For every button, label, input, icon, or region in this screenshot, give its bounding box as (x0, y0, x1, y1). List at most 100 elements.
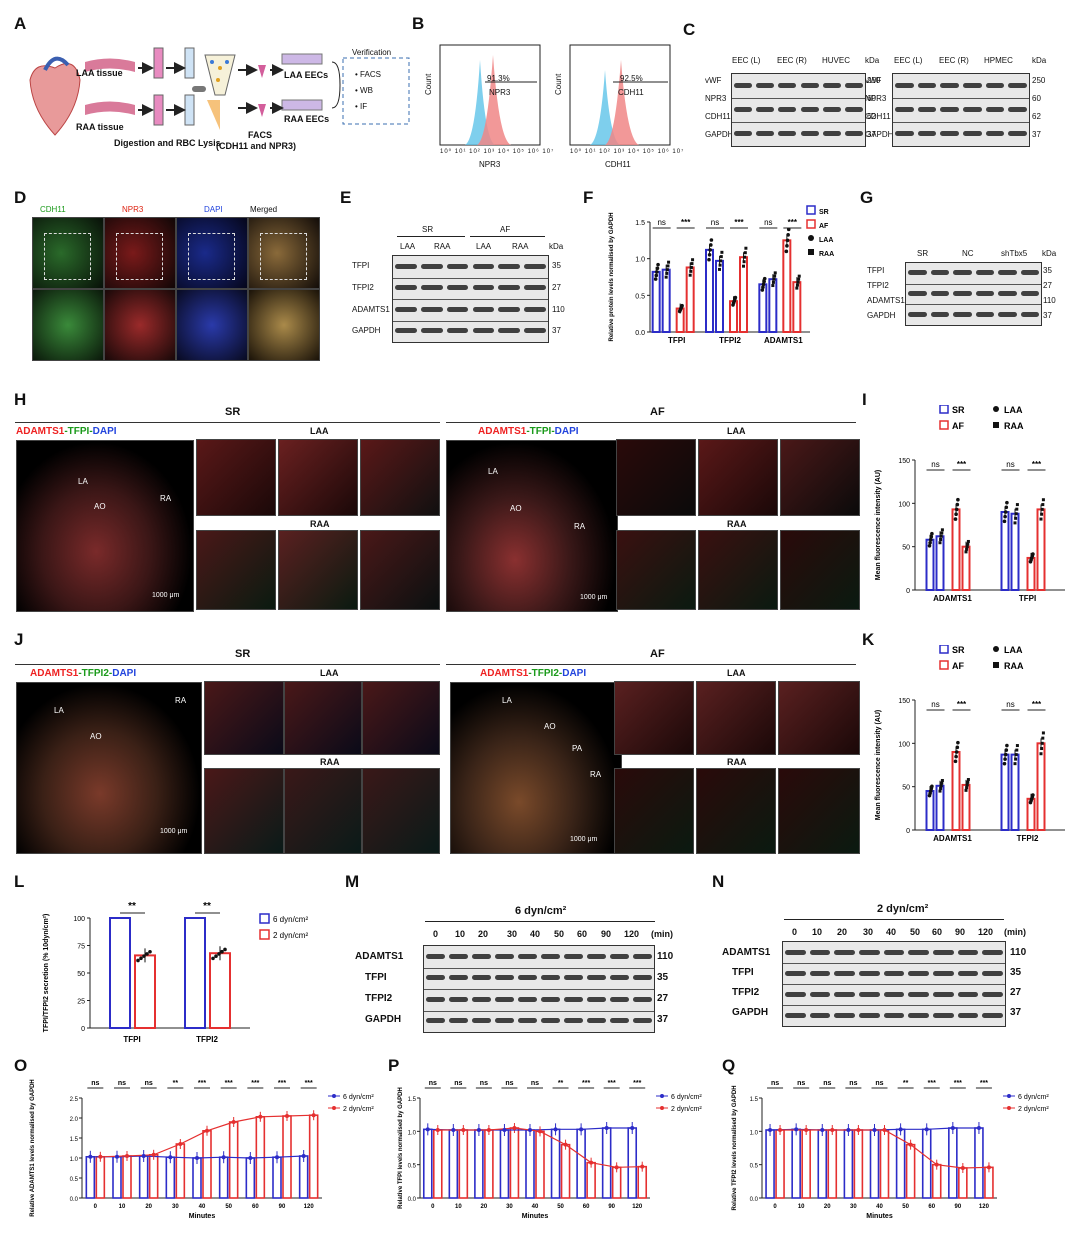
blot-band (1020, 270, 1039, 276)
blot-image (392, 255, 549, 343)
data-point (1040, 507, 1044, 511)
blot-band (883, 949, 905, 955)
group-label: EEC (R) (939, 56, 969, 65)
blot-band (446, 285, 469, 291)
blot-band (883, 1012, 905, 1018)
x-tick-label: TFPI2 (1017, 834, 1039, 843)
blot-band (498, 328, 521, 334)
channel-label: Merged (250, 205, 278, 214)
legend-swatch-raa (993, 662, 999, 668)
row-label: ADAMTS1 (352, 305, 390, 314)
legend-swatch-raa (808, 249, 814, 255)
region-label: RA (160, 494, 172, 503)
data-point (223, 947, 227, 952)
row-label: CDH11 (705, 112, 731, 121)
data-point (930, 784, 934, 789)
data-point (1014, 512, 1018, 516)
bar-6dyn (422, 1128, 433, 1199)
blot-band (930, 291, 949, 296)
sig-label: *** (954, 1080, 962, 1087)
panel-letter-d: D (14, 188, 27, 207)
blot-band (495, 1018, 514, 1024)
legend-label: SR (952, 645, 965, 655)
blot-band (395, 306, 417, 312)
row-label: TFPI2 (732, 987, 760, 998)
data-point (665, 271, 669, 275)
data-point (680, 303, 684, 308)
kda-value: 37 (1032, 130, 1041, 139)
blot-band (472, 953, 491, 959)
bar-2dyn (122, 1155, 132, 1199)
row-label: GAPDH (365, 1014, 402, 1025)
blot-band (495, 953, 514, 959)
merged-zoom-image (248, 289, 320, 361)
blot-band (957, 991, 979, 997)
data-point (743, 255, 747, 259)
legend-swatch-sr (806, 205, 816, 215)
blot-band (395, 285, 417, 291)
data-point (786, 233, 790, 237)
region-label: AO (94, 502, 106, 511)
panel-letter-c: C (683, 20, 696, 39)
kda-value: 27 (1043, 281, 1052, 290)
bar-6dyn (499, 1129, 510, 1199)
roi-box (44, 233, 91, 280)
data-point (966, 542, 970, 546)
blot-band (844, 131, 863, 136)
blot-band (472, 285, 495, 291)
data-point (665, 268, 669, 272)
region-label: LA (502, 696, 512, 705)
y-axis-label: Relative TFPI2 levels normalised by GAPD… (732, 1085, 738, 1210)
bar (661, 268, 671, 333)
data-point (784, 249, 789, 254)
data-point (707, 257, 711, 262)
data-point (688, 273, 692, 277)
data-point (1015, 748, 1019, 752)
bar-2dyn (853, 1129, 864, 1199)
point-6dyn (528, 1128, 532, 1132)
bar (1000, 511, 1010, 591)
bar (651, 270, 661, 334)
x-tick-label: 30 (172, 1204, 179, 1210)
point-2dyn (178, 1142, 183, 1146)
region-label: LA (54, 706, 64, 715)
bar-2dyn (586, 1161, 596, 1199)
data-point (938, 789, 942, 793)
point-2dyn (461, 1128, 466, 1132)
bar-2dyn (905, 1143, 916, 1199)
blot-band (734, 107, 753, 112)
x-tick-label: TFPI (123, 1035, 140, 1044)
blot-band (982, 949, 1003, 955)
y-tick-label: 100 (898, 501, 910, 508)
bar-2dyn (228, 1121, 239, 1199)
shear-title: 2 dyn/cm² (877, 903, 929, 915)
x-ticks: 10⁰ 10¹ 10² 10³ 10⁴ 10⁵ 10⁶ 10⁷ (440, 149, 555, 155)
raa-zoom (696, 768, 776, 854)
sig-label: ns (764, 218, 772, 227)
kda-value: 35 (1010, 967, 1022, 978)
bar-6dyn (218, 1156, 229, 1199)
laa-zoom (204, 681, 284, 755)
legend-label: 6 dyn/cm² (1018, 1094, 1049, 1101)
blot-band (809, 1012, 831, 1018)
blot-band (963, 107, 982, 112)
x-tick-label: 120 (979, 1204, 990, 1210)
point-2dyn (614, 1165, 619, 1170)
kda-value: 62 (867, 112, 876, 121)
bar (705, 248, 714, 333)
data-point (953, 517, 958, 521)
laa-eecs-label: LAA EECs (284, 70, 329, 80)
blot-band (859, 1012, 880, 1018)
blot-band (785, 1012, 806, 1018)
row-label: GAPDH (705, 130, 734, 139)
data-point (653, 277, 658, 281)
bar (1000, 753, 1010, 831)
blot-band (734, 83, 753, 88)
blot-band (895, 83, 914, 88)
data-point (655, 266, 660, 271)
laa-zoom (780, 439, 860, 516)
data-point (797, 277, 801, 281)
bar (209, 952, 231, 1030)
bar-2dyn (827, 1129, 838, 1199)
bar-6dyn (112, 1156, 122, 1199)
